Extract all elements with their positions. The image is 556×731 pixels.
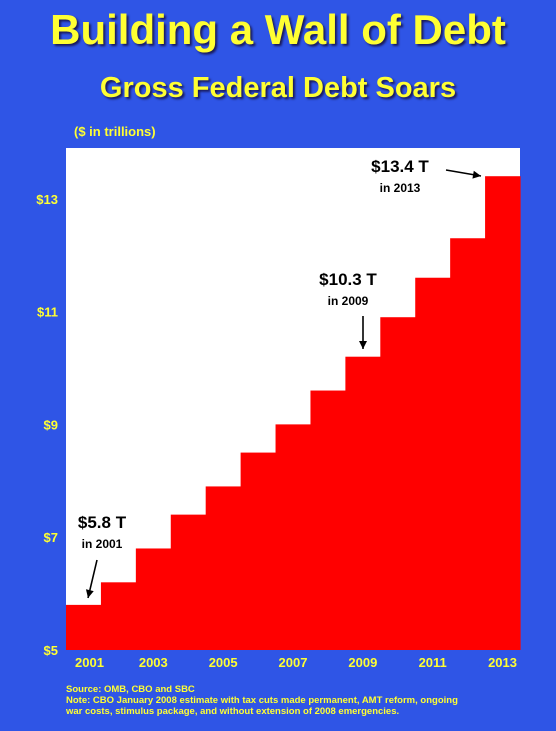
x-tick-label: 2005 [209,655,238,670]
annotation-value: $10.3 T [319,270,377,289]
bar-2013 [485,176,521,650]
x-tick-label: 2009 [348,655,377,670]
footer: Source: OMB, CBO and SBC Note: CBO Janua… [66,684,546,717]
bar-2006 [240,452,277,650]
y-tick-label: $9 [44,417,58,432]
source-note: Source: OMB, CBO and SBC [66,684,195,695]
x-tick-label: 2013 [488,655,517,670]
annotation-arrow-head [85,589,94,598]
x-tick-label: 2007 [279,655,308,670]
annotation-arrow-head [359,341,367,349]
annotation-year: in 2009 [328,294,369,308]
bar-2004 [170,514,207,650]
bar-2003 [135,548,172,650]
bar-2010 [380,317,416,650]
chart-subtitle: Gross Federal Debt Soars [99,72,457,104]
bar-2011 [415,277,451,650]
annotation-arrow-head [472,170,481,179]
annotation-value: $13.4 T [371,157,429,176]
y-tick-label: $13 [36,192,58,207]
y-tick-label: $7 [44,530,58,545]
x-tick-label: 2003 [139,655,168,670]
y-axis-unit-label: ($ in trillions) [74,124,156,139]
chart-title: Building a Wall of Debt [50,6,506,53]
x-tick-label: 2011 [419,655,447,670]
bar-2005 [205,486,242,650]
note-line-1: Note: CBO January 2008 estimate with tax… [66,695,458,706]
bar-2009 [345,356,381,650]
bar-2012 [450,238,486,650]
bar-2002 [100,582,137,650]
x-tick-label: 2001 [75,655,104,670]
bar-2001 [66,604,102,650]
bar-2008 [310,390,346,650]
note-line-2: war costs, stimulus package, and without… [66,706,400,717]
annotation-year: in 2013 [380,181,421,195]
bar-2007 [275,424,312,650]
y-tick-label: $5 [44,643,58,658]
annotation-year: in 2001 [82,537,123,551]
annotation-value: $5.8 T [78,513,127,532]
y-tick-label: $11 [37,305,58,320]
